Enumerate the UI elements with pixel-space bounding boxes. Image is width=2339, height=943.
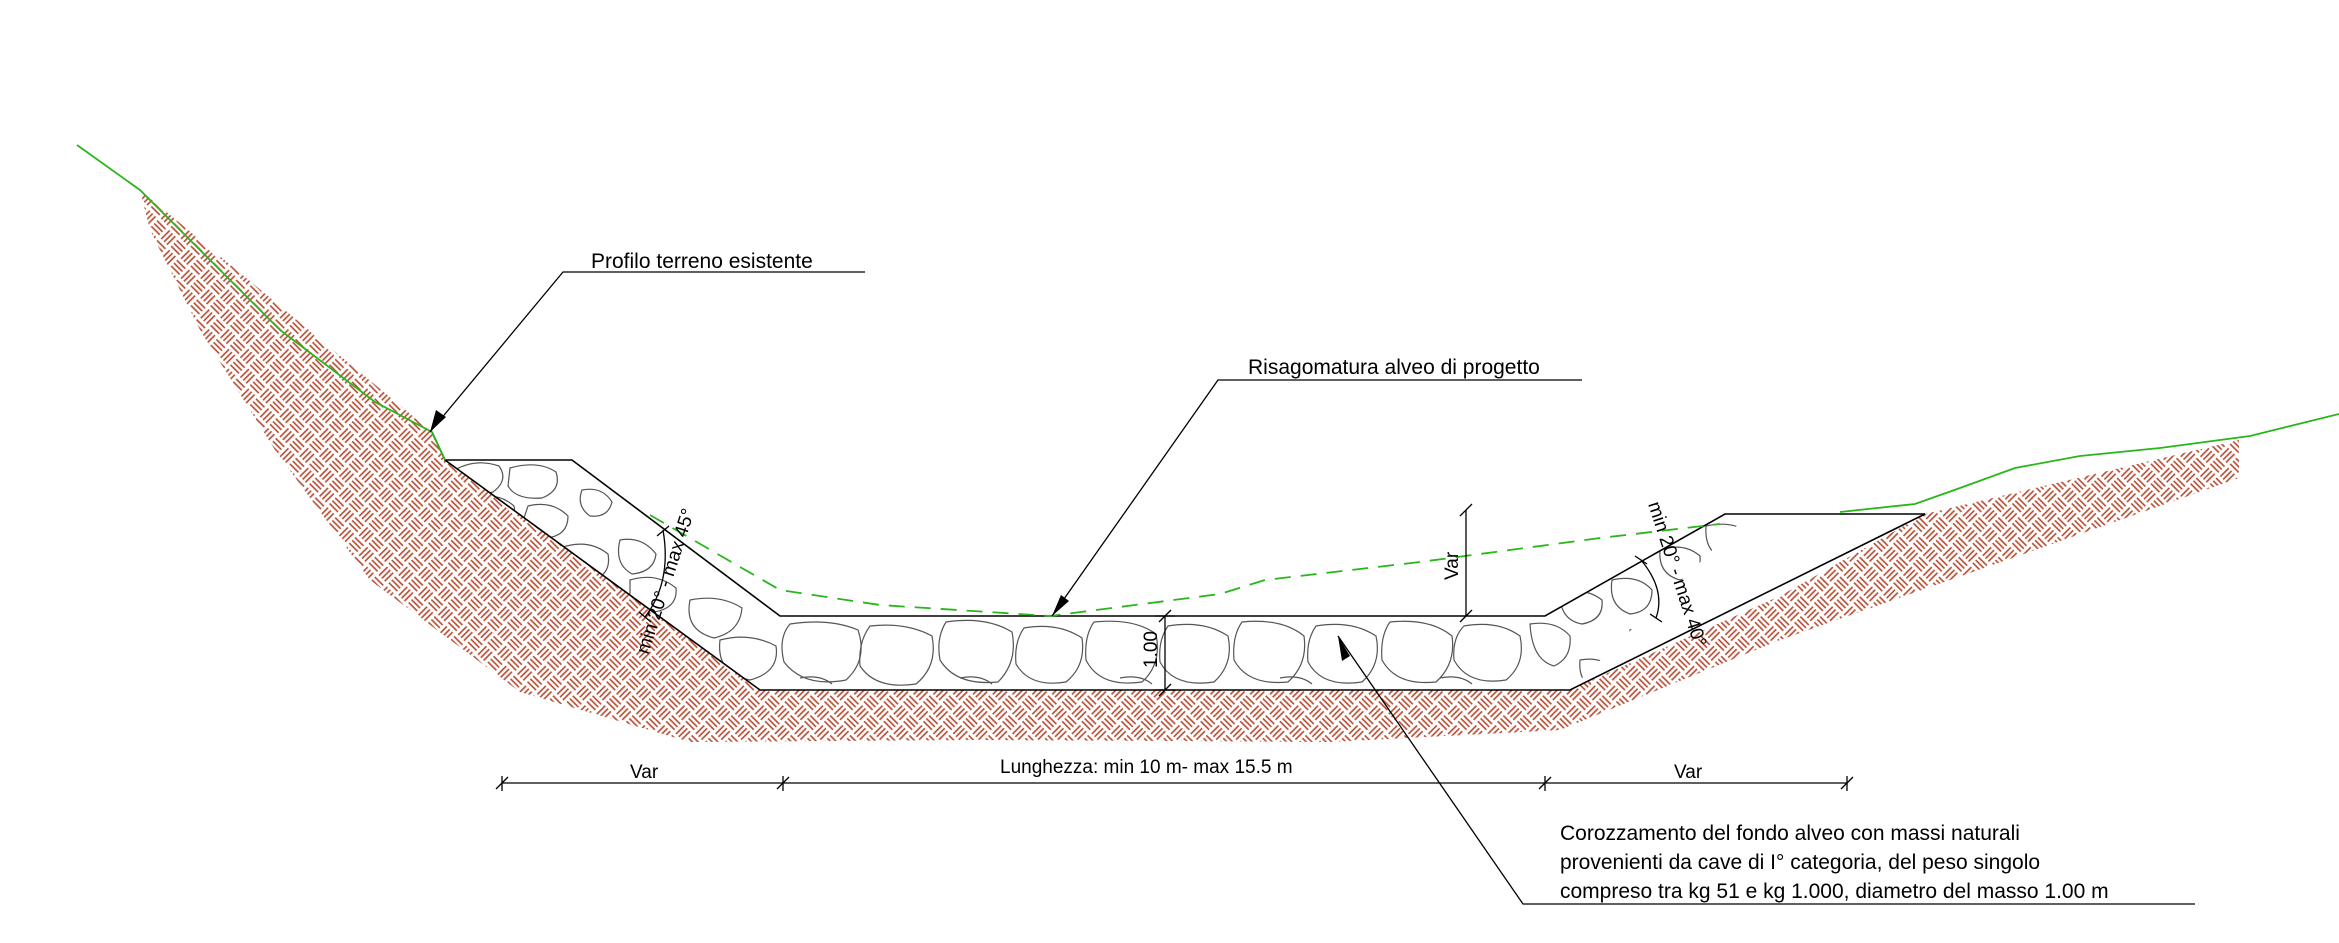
rock-armoring-fill (445, 460, 1925, 690)
dim-thickness: 1.00 (1141, 631, 1162, 668)
design-profile-line (649, 514, 1721, 617)
label-existing-ground: Profilo terreno esistente (591, 250, 813, 273)
dim-right-width: Var (1674, 762, 1703, 783)
dim-depth: Var (1442, 551, 1463, 580)
leader-design-channel (1051, 379, 1582, 617)
horizontal-dimension (495, 776, 1854, 791)
dim-left-width: Var (630, 762, 659, 783)
leader-arrowhead (1052, 595, 1069, 616)
leader-armoring (1337, 635, 2195, 905)
label-armoring-line1: Corozzamento del fondo alveo con massi n… (1560, 822, 2020, 845)
left-angle-arc (638, 525, 670, 623)
dim-bed-length: Lunghezza: min 10 m- max 15.5 m (1000, 757, 1293, 778)
label-armoring-line2: provenienti da cave di I° categoria, del… (1560, 851, 2040, 874)
leader-arrowhead (1338, 636, 1350, 661)
thickness-dimension (1155, 609, 1175, 697)
label-armoring-line3: compreso tra kg 51 e kg 1.000, diametro … (1560, 880, 2109, 903)
rock-stones (454, 462, 1907, 689)
leader-existing-ground (429, 271, 865, 433)
depth-dimension (1459, 503, 1473, 623)
existing-ground-line-right (1839, 413, 2339, 513)
leader-arrowhead (430, 410, 446, 432)
label-design-channel: Risagomatura alveo di progetto (1248, 356, 1540, 379)
existing-ground-line (76, 144, 446, 461)
right-angle-arc (1634, 555, 1663, 623)
